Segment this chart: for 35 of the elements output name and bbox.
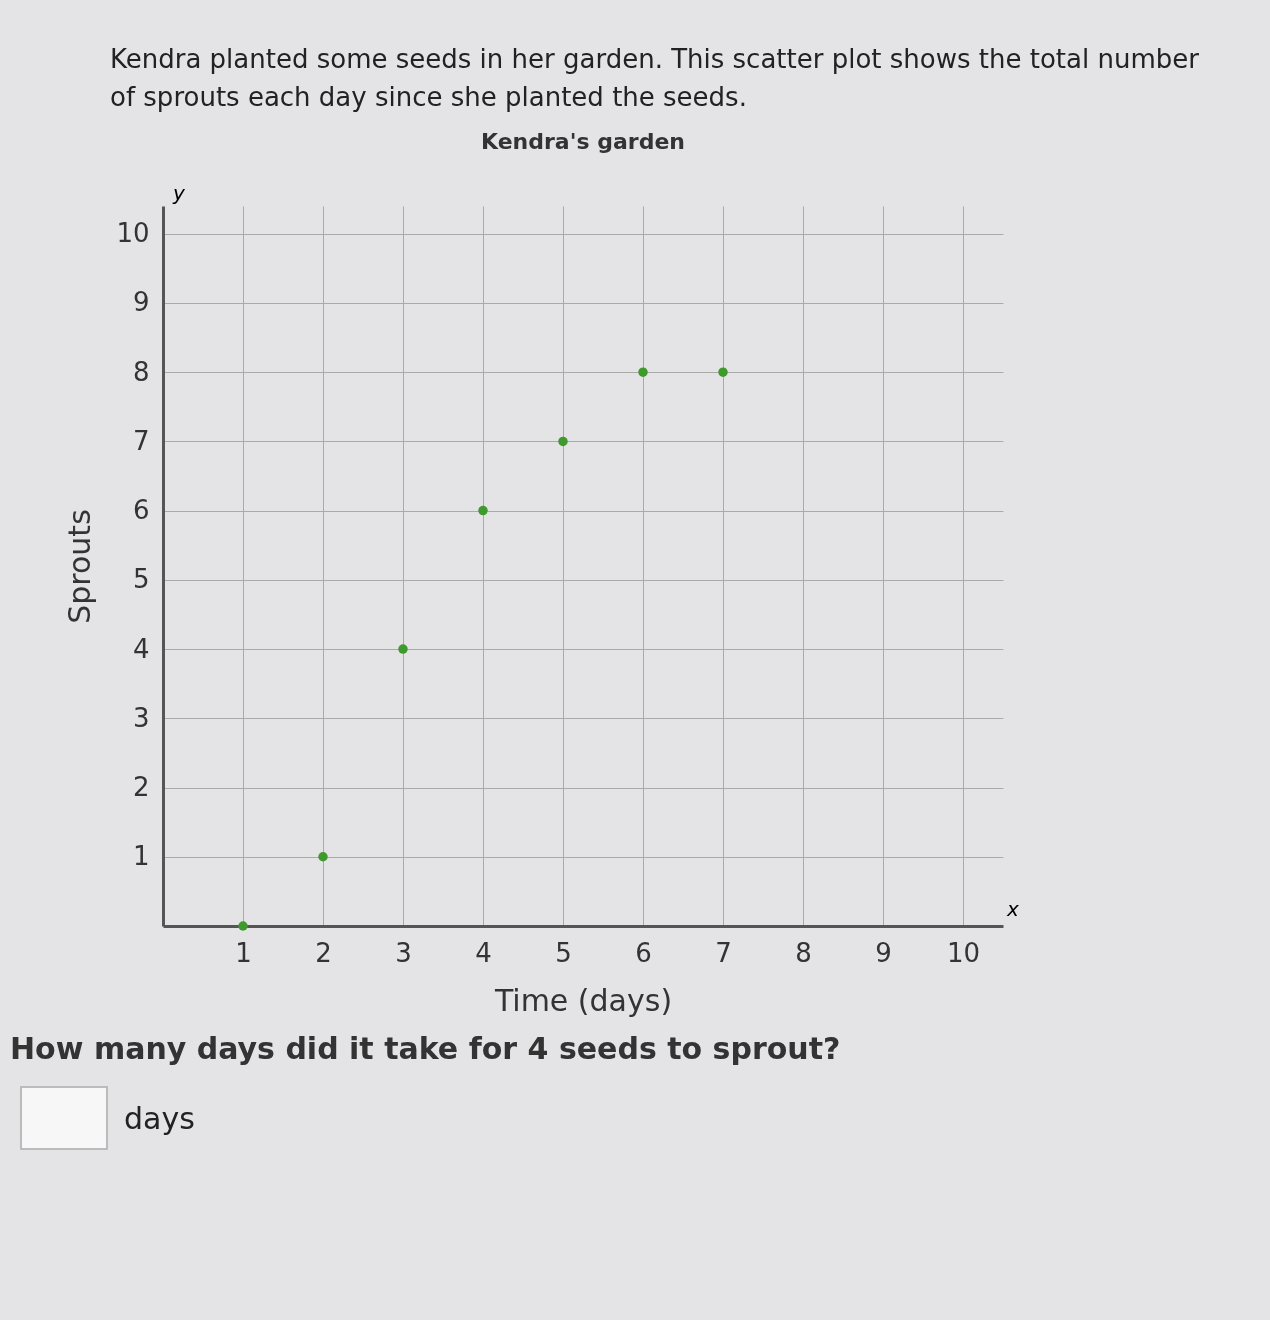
point (398, 644, 408, 654)
x-tick-label: 5 (555, 937, 572, 968)
y-axis-title: Sprouts (62, 509, 98, 624)
point (558, 436, 568, 447)
chart-title: Kendra's garden (481, 129, 685, 154)
y-tick-label: 4 (132, 633, 150, 664)
x-tick-label: 4 (475, 937, 492, 968)
x-tick-label: 2 (315, 937, 332, 968)
x-tick-label: 10 (946, 937, 981, 968)
y-tick-label: 3 (132, 702, 150, 733)
x-tick-label: 9 (875, 937, 892, 968)
x-tick-label: 7 (715, 937, 732, 968)
y-tick-label: 8 (132, 356, 150, 387)
y-tick-label: 2 (132, 772, 150, 803)
y-tick-label: 5 (132, 564, 150, 595)
x-tick-label: 6 (635, 937, 652, 968)
y-tick-label: 9 (132, 287, 150, 318)
point (638, 367, 648, 377)
y-tick-label: 1 (132, 841, 150, 872)
y-tick-label: 6 (132, 495, 150, 526)
text: y (172, 181, 186, 205)
point (318, 852, 328, 862)
text: How many days did it take for 4 seeds to sprout? (10, 1031, 842, 1066)
x-axis-title: Time (days) (493, 982, 673, 1018)
y-tick-label: 10 (116, 218, 150, 249)
point (238, 921, 248, 931)
x-tick-label: 1 (235, 937, 252, 968)
text: Kendra planted some seeds in her garden. This scatter plot shows the total number of sprouts each day since she planted the seeds. (110, 43, 1200, 114)
text: days (124, 1100, 195, 1136)
y-tick-label: 7 (132, 425, 150, 456)
text: x (1006, 897, 1019, 921)
x-tick-label: 3 (395, 937, 412, 968)
x-tick-label: 8 (795, 937, 812, 968)
point (478, 505, 488, 516)
point (718, 367, 728, 377)
